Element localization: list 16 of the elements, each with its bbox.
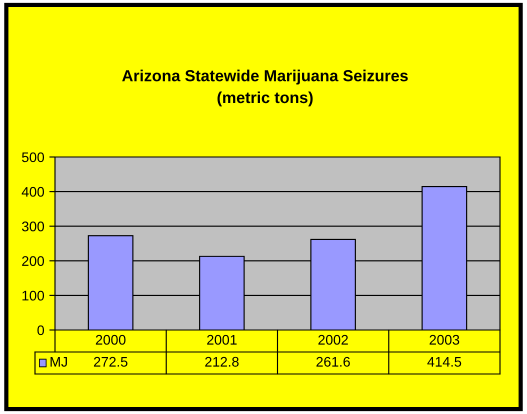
- data-label: 272.5: [94, 356, 128, 367]
- x-tick-label: 2003: [430, 334, 460, 345]
- y-tick-label: 500: [22, 152, 44, 162]
- y-tick-label: 200: [22, 256, 44, 266]
- legend-label: MJ: [50, 357, 67, 367]
- y-tick-label: 400: [22, 186, 44, 197]
- x-tick-label: 2000: [96, 334, 126, 345]
- y-tick-label: 100: [22, 290, 44, 301]
- x-tick-label: 2001: [207, 334, 237, 345]
- y-tick-label: 300: [22, 222, 44, 232]
- y-tick-label: 0: [37, 325, 44, 336]
- data-label: 414.5: [427, 357, 462, 367]
- chart-title: Arizona Statewide Marijuana Seizures (metric tons): [122, 70, 408, 106]
- x-tick-label: 2002: [318, 334, 348, 345]
- data-label: 212.8: [205, 356, 239, 367]
- data-label: 261.6: [316, 356, 350, 367]
